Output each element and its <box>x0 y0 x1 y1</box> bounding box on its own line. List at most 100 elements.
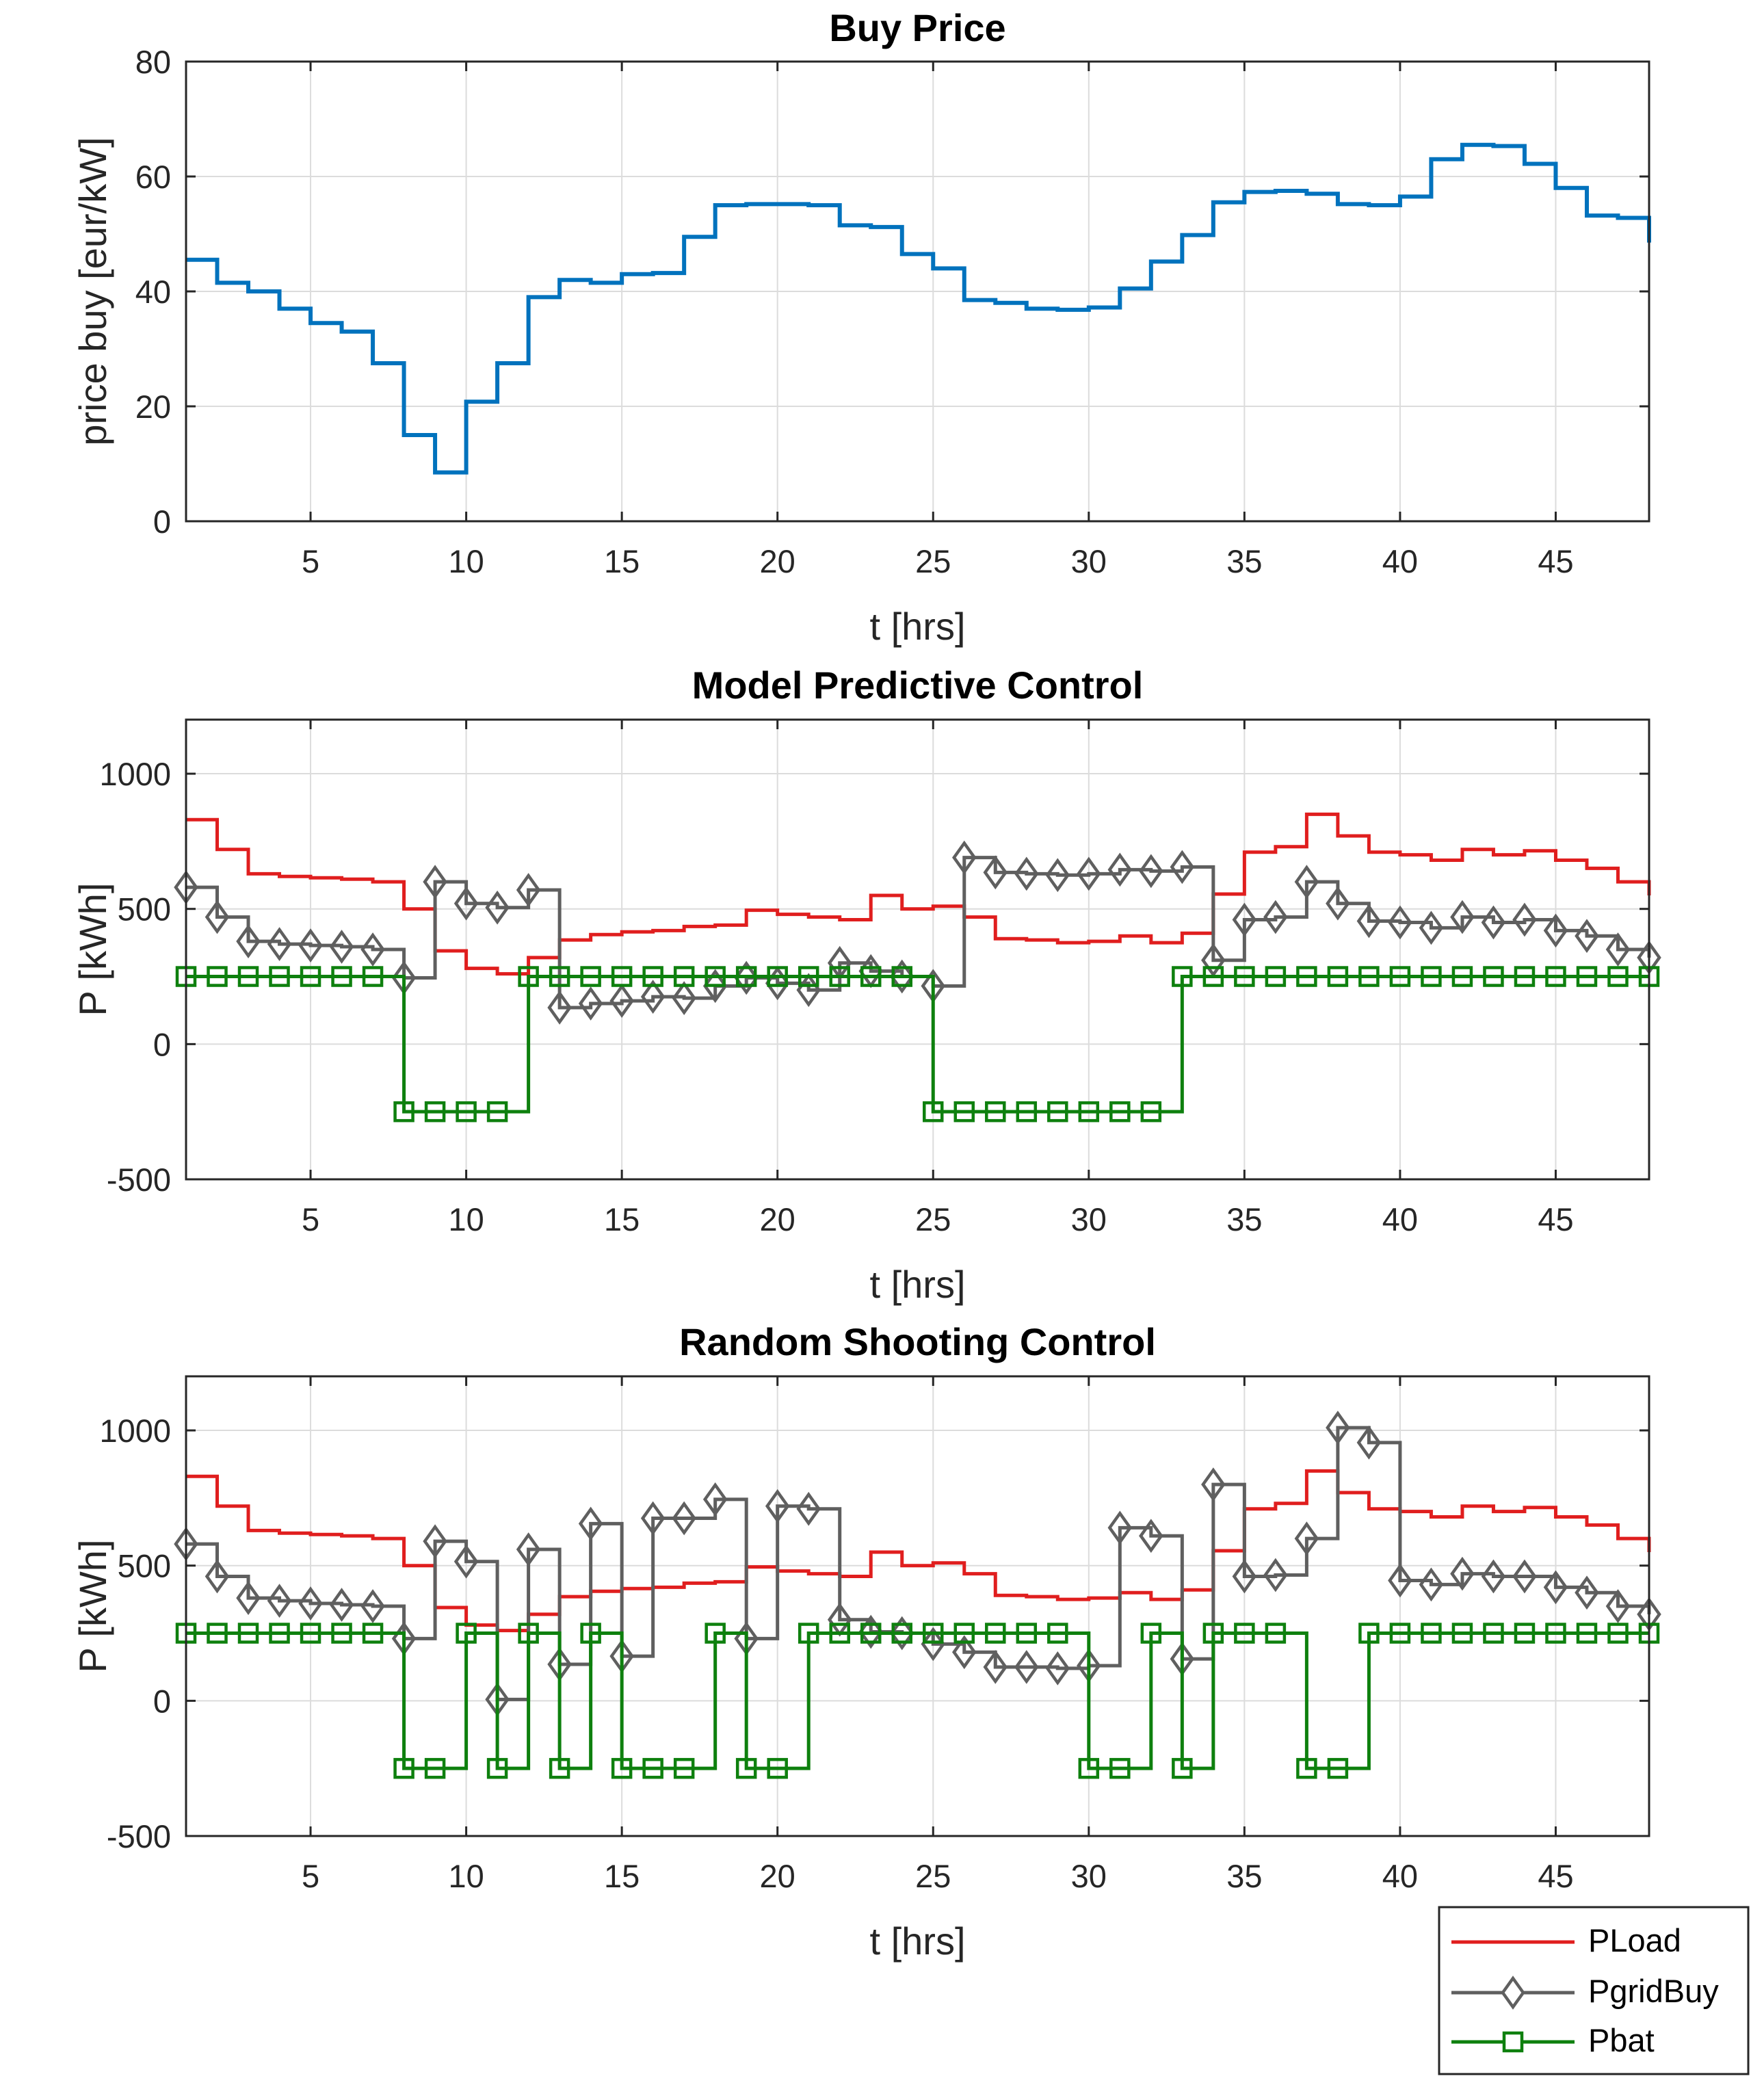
data-point-pgridbuy <box>1388 905 1412 940</box>
data-point-pgridbuy <box>796 1491 821 1526</box>
x-tick-label: 45 <box>1538 543 1573 579</box>
data-point-pgridbuy <box>1263 900 1288 934</box>
data-point-pbat <box>549 966 570 987</box>
data-point-pbat <box>269 966 290 987</box>
data-point-pgridbuy <box>1294 865 1319 900</box>
data-point-pgridbuy <box>1232 902 1257 937</box>
data-point-pbat <box>1576 966 1598 987</box>
data-point-pgridbuy <box>1450 900 1475 934</box>
data-point-pgridbuy <box>1575 1575 1599 1610</box>
x-tick-label: 40 <box>1382 1201 1418 1237</box>
data-point-pbat <box>331 1623 352 1644</box>
y-tick-label: 40 <box>135 274 171 310</box>
data-point-pbat <box>207 1623 228 1644</box>
x-tick-label: 10 <box>448 1858 484 1894</box>
data-point-pbat <box>705 966 726 987</box>
data-point-pbat <box>237 966 259 987</box>
data-point-pbat <box>767 1757 788 1779</box>
data-point-pgridbuy <box>205 900 230 934</box>
x-tick-label: 10 <box>448 543 484 579</box>
data-point-pgridbuy <box>1014 1650 1039 1684</box>
data-point-pbat <box>923 1623 944 1644</box>
y-axis-label: price buy [eur/kW] <box>71 137 114 445</box>
data-point-pbat <box>456 1101 477 1123</box>
data-point-pgridbuy <box>423 1524 447 1559</box>
data-point-pbat <box>1607 966 1629 987</box>
data-point-pbat <box>269 1623 290 1644</box>
x-tick-label: 15 <box>604 1858 640 1894</box>
data-point-pbat <box>1545 1623 1566 1644</box>
data-point-pbat <box>767 966 788 987</box>
series-line-price-buy <box>186 142 1651 475</box>
data-point-pgridbuy <box>983 855 1008 890</box>
data-point-pbat <box>1296 966 1317 987</box>
data-point-pbat <box>518 966 539 987</box>
x-tick-label: 40 <box>1382 543 1418 579</box>
y-tick-label: 1000 <box>99 1413 171 1449</box>
data-point-pbat <box>1483 966 1504 987</box>
data-point-pgridbuy <box>360 932 385 967</box>
data-point-pgridbuy <box>1045 1651 1070 1686</box>
x-tick-label: 25 <box>915 1858 951 1894</box>
data-point-pgridbuy <box>921 1627 946 1662</box>
y-tick-label: 1000 <box>99 756 171 792</box>
data-point-pgridbuy <box>765 1489 790 1523</box>
x-tick-label: 20 <box>760 1201 795 1237</box>
data-point-pbat <box>705 1623 726 1644</box>
legend: PLoad PgridBuy Pbat <box>1438 1906 1750 2075</box>
data-point-pgridbuy <box>329 930 354 964</box>
data-point-pbat <box>1265 966 1287 987</box>
data-point-pbat <box>673 966 695 987</box>
data-point-pbat <box>1140 1101 1162 1123</box>
data-point-pbat <box>798 966 819 987</box>
data-point-pbat <box>1047 1101 1068 1123</box>
x-tick-label: 25 <box>915 543 951 579</box>
data-point-pgridbuy <box>516 873 541 907</box>
data-point-pgridbuy <box>1356 904 1382 939</box>
data-point-pbat <box>1234 966 1255 987</box>
data-point-pbat <box>580 1623 601 1644</box>
y-axis-label: P [kWh] <box>71 882 114 1016</box>
data-point-pgridbuy <box>609 984 634 1018</box>
data-point-pgridbuy <box>983 1650 1008 1684</box>
data-point-pgridbuy <box>1419 910 1444 945</box>
x-tick-label: 15 <box>604 1201 640 1237</box>
data-point-pgridbuy <box>1201 1467 1226 1502</box>
panel-model-predictive-control: 5 10 15 20 25 30 35 40 45 -500 0 500 1000 Model Pred… <box>71 664 1661 1306</box>
data-point-pgridbuy <box>1263 1558 1288 1592</box>
x-tick-label: 5 <box>302 1201 319 1237</box>
series-line-pbat <box>186 975 1649 1114</box>
data-point-pbat <box>1421 1623 1442 1644</box>
data-point-pbat <box>985 1101 1006 1123</box>
data-point-pbat <box>486 1757 508 1779</box>
data-point-pbat <box>923 1101 944 1123</box>
data-point-pgridbuy <box>1605 932 1631 967</box>
data-point-pbat <box>1265 1623 1287 1644</box>
data-point-pbat <box>1358 966 1380 987</box>
legend-marker-pgridbuy <box>1501 1976 1525 2010</box>
data-point-pbat <box>580 966 601 987</box>
data-point-pgridbuy <box>453 886 479 921</box>
x-tick-label: 30 <box>1071 1201 1107 1237</box>
data-point-pbat <box>549 1757 570 1779</box>
data-point-pgridbuy <box>765 966 790 1001</box>
data-point-pbat <box>362 966 384 987</box>
data-point-pbat <box>829 966 850 987</box>
data-point-pgridbuy <box>1139 854 1163 889</box>
data-point-pgridbuy <box>1045 858 1070 893</box>
data-point-pbat <box>300 966 321 987</box>
data-point-pbat <box>735 966 757 987</box>
data-point-pbat <box>829 1623 850 1644</box>
data-point-pbat <box>1607 1623 1629 1644</box>
data-point-pgridbuy <box>1512 902 1537 937</box>
data-point-pbat <box>424 1757 446 1779</box>
y-tick-label: 0 <box>153 503 171 540</box>
data-point-pgridbuy <box>1512 1559 1537 1594</box>
data-point-pbat <box>1016 1623 1038 1644</box>
data-point-pbat <box>985 1623 1006 1644</box>
data-point-pbat <box>891 1623 912 1644</box>
x-tick-label: 30 <box>1071 543 1107 579</box>
data-point-pgridbuy <box>640 980 666 1014</box>
x-tick-label: 35 <box>1226 1201 1262 1237</box>
data-point-pbat <box>1234 1623 1255 1644</box>
